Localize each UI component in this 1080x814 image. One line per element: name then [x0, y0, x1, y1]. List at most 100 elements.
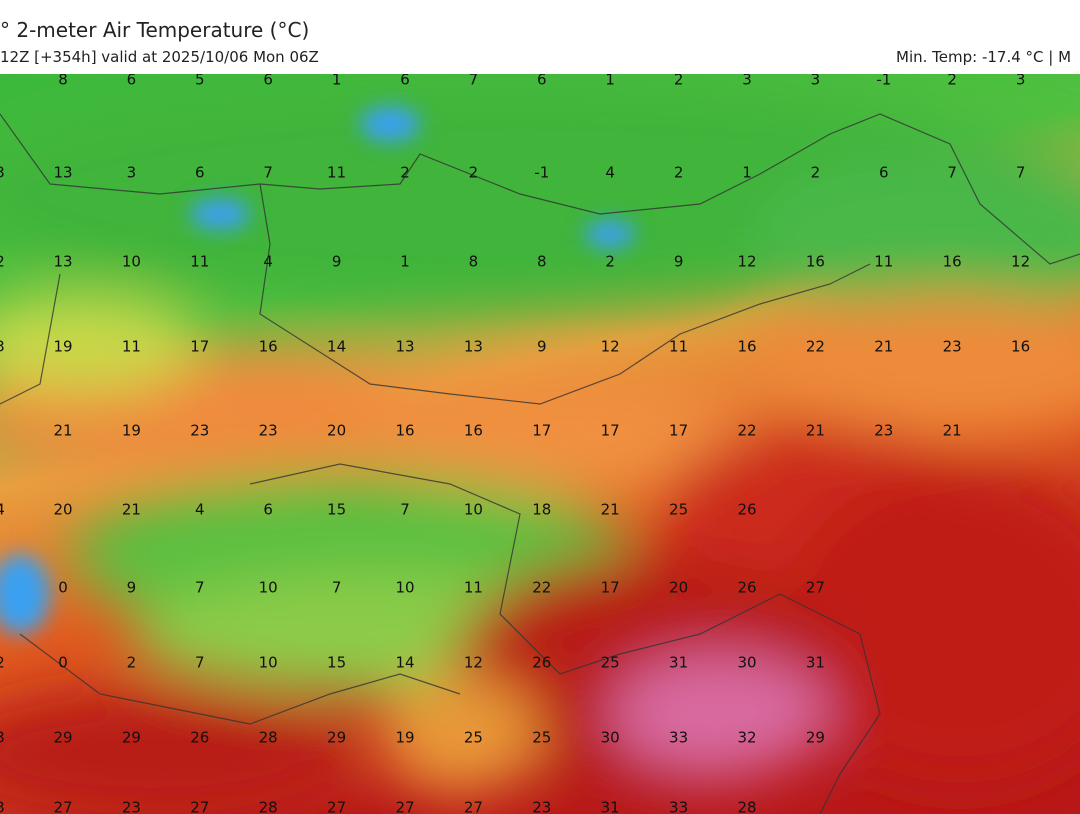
temperature-label: 16 [395, 422, 414, 440]
temperature-label: 25 [601, 654, 620, 672]
temperature-label: -1 [876, 74, 891, 89]
temperature-label: 21 [806, 422, 825, 440]
temperature-label: 25 [669, 501, 688, 519]
temperature-label: 5 [195, 74, 205, 89]
temperature-label: 10 [122, 253, 141, 271]
temperature-label: 7 [1016, 164, 1026, 182]
temperature-label: 2 [0, 253, 5, 271]
temperature-label: 13 [53, 164, 72, 182]
temperature-label: 21 [943, 422, 962, 440]
temperature-label: 26 [190, 729, 209, 747]
temperature-label: 6 [263, 74, 273, 89]
temperature-label: 2 [400, 164, 410, 182]
temperature-label: 0 [58, 654, 68, 672]
temperature-label: 11 [669, 338, 688, 356]
temperature-label: 29 [53, 729, 72, 747]
temperature-label: 20 [327, 422, 346, 440]
value-labels: 865616761233-1233133671122-1421267721310… [0, 74, 1030, 814]
temperature-label: 7 [469, 74, 479, 89]
temperature-label: 11 [190, 253, 209, 271]
temperature-label: 4 [0, 501, 5, 519]
temperature-label: 12 [464, 654, 483, 672]
temperature-label: 20 [53, 501, 72, 519]
map-title: ° 2-meter Air Temperature (°C) [0, 18, 310, 42]
temperature-label: 4 [605, 164, 615, 182]
temperature-label: 7 [195, 579, 205, 597]
temperature-label: 19 [395, 729, 414, 747]
temperature-label: 6 [195, 164, 205, 182]
temperature-label: 23 [874, 422, 893, 440]
temperature-label: 21 [53, 422, 72, 440]
temperature-label: 19 [53, 338, 72, 356]
temperature-label: 31 [601, 799, 620, 814]
temperature-label: 12 [737, 253, 756, 271]
temperature-label: 26 [532, 654, 551, 672]
temperature-label: 17 [601, 579, 620, 597]
temperature-label: 13 [53, 253, 72, 271]
temperature-label: 17 [532, 422, 551, 440]
temperature-label: 2 [947, 74, 957, 89]
temperature-label: 9 [332, 253, 342, 271]
temperature-label: 1 [742, 164, 752, 182]
temperature-field [0, 84, 1080, 814]
temperature-label: 26 [737, 501, 756, 519]
temperature-label: 3 [0, 338, 5, 356]
temperature-label: 6 [127, 74, 137, 89]
temperature-label: 18 [532, 501, 551, 519]
temperature-label: 13 [464, 338, 483, 356]
temperature-label: 10 [259, 654, 278, 672]
temperature-label: 11 [874, 253, 893, 271]
temperature-label: 12 [601, 338, 620, 356]
header: ° 2-meter Air Temperature (°C) 12Z [+354… [0, 0, 1080, 74]
cold-spots [0, 106, 635, 634]
temperature-label: 27 [327, 799, 346, 814]
temperature-label: 23 [259, 422, 278, 440]
temperature-label: 11 [464, 579, 483, 597]
temperature-label: 25 [464, 729, 483, 747]
temperature-label: 31 [806, 654, 825, 672]
temperature-label: 17 [601, 422, 620, 440]
temperature-label: 1 [605, 74, 615, 89]
temperature-label: 22 [737, 422, 756, 440]
temperature-label: 16 [1011, 338, 1030, 356]
temperature-label: 31 [669, 654, 688, 672]
temperature-label: 27 [395, 799, 414, 814]
temperature-label: 16 [943, 253, 962, 271]
temperature-label: 7 [332, 579, 342, 597]
temperature-label: 22 [806, 338, 825, 356]
temperature-label: 17 [669, 422, 688, 440]
temperature-label: 4 [263, 253, 273, 271]
temperature-label: 33 [669, 729, 688, 747]
map-stats: Min. Temp: -17.4 °C | M [896, 48, 1072, 66]
temperature-label: 11 [122, 338, 141, 356]
temperature-label: 14 [395, 654, 414, 672]
temperature-label: 2 [127, 654, 137, 672]
temperature-label: 3 [1016, 74, 1026, 89]
borders [0, 113, 1080, 814]
temperature-label: 27 [806, 579, 825, 597]
temperature-label: 7 [947, 164, 957, 182]
temperature-label: 7 [263, 164, 273, 182]
temperature-label: 22 [532, 579, 551, 597]
temperature-label: 15 [327, 501, 346, 519]
temperature-label: 27 [53, 799, 72, 814]
temperature-label: 29 [327, 729, 346, 747]
temperature-label: -1 [534, 164, 549, 182]
map-subtitle: 12Z [+354h] valid at 2025/10/06 Mon 06Z [0, 48, 319, 66]
temperature-label: 2 [0, 654, 5, 672]
temperature-label: 27 [190, 799, 209, 814]
temperature-label: 12 [1011, 253, 1030, 271]
temperature-label: 3 [0, 729, 5, 747]
temperature-label: 15 [327, 654, 346, 672]
temperature-label: 21 [601, 501, 620, 519]
temperature-label: 9 [537, 338, 547, 356]
temperature-label: 3 [127, 164, 137, 182]
temperature-label: 6 [263, 501, 273, 519]
temperature-label: 28 [737, 799, 756, 814]
temperature-label: 2 [674, 74, 684, 89]
temperature-label: 7 [400, 501, 410, 519]
temperature-label: 28 [259, 799, 278, 814]
temperature-label: 11 [327, 164, 346, 182]
temperature-label: 23 [122, 799, 141, 814]
